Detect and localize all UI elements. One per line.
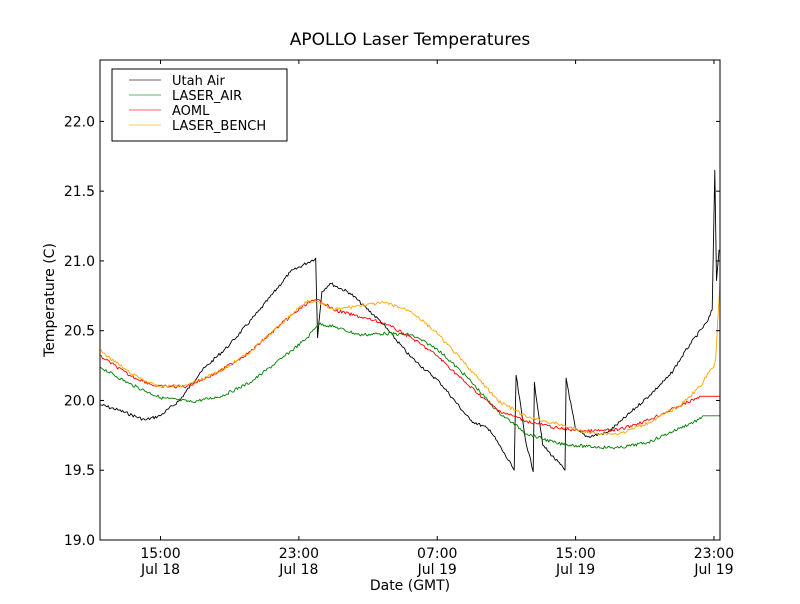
x-tick-label-date: Jul 18 — [140, 562, 180, 578]
x-tick-label-time: 15:00 — [555, 546, 595, 562]
x-tick-label-date: Jul 19 — [555, 562, 595, 578]
y-tick-label: 22.0 — [64, 114, 95, 130]
y-tick-label: 20.5 — [64, 324, 95, 340]
x-tick-label-time: 23:00 — [279, 546, 319, 562]
y-tick-label: 21.0 — [64, 254, 95, 270]
y-tick-label: 21.5 — [64, 184, 95, 200]
x-tick-label-time: 23:00 — [694, 546, 734, 562]
y-tick-label: 20.0 — [64, 393, 95, 409]
y-tick-label: 19.0 — [64, 533, 95, 549]
x-tick-label-date: Jul 19 — [417, 562, 457, 578]
series-layer — [99, 169, 721, 473]
series-line-utah-air — [99, 169, 720, 473]
legend-label: LASER_AIR — [172, 89, 242, 104]
x-tick-label-time: 07:00 — [417, 546, 457, 562]
chart-title: APOLLO Laser Temperatures — [290, 30, 531, 50]
x-axis-label: Date (GMT) — [370, 578, 450, 594]
legend-label: Utah Air — [172, 74, 225, 89]
legend-box — [111, 68, 288, 142]
series-line-laser-bench — [99, 281, 721, 436]
x-tick-label-time: 15:00 — [140, 546, 180, 562]
y-tick-label: 19.5 — [64, 463, 95, 479]
y-axis: 19.0 19.5 20.0 20.5 21.0 21.5 22.0 — [64, 114, 720, 549]
x-tick-label-date: Jul 18 — [278, 562, 318, 578]
legend-label: LASER_BENCH — [172, 119, 266, 134]
plot-frame — [99, 59, 721, 541]
legend-label: AOML — [172, 104, 210, 119]
y-axis-label: Temperature (C) — [42, 243, 58, 358]
x-tick-label-date: Jul 19 — [693, 562, 733, 578]
